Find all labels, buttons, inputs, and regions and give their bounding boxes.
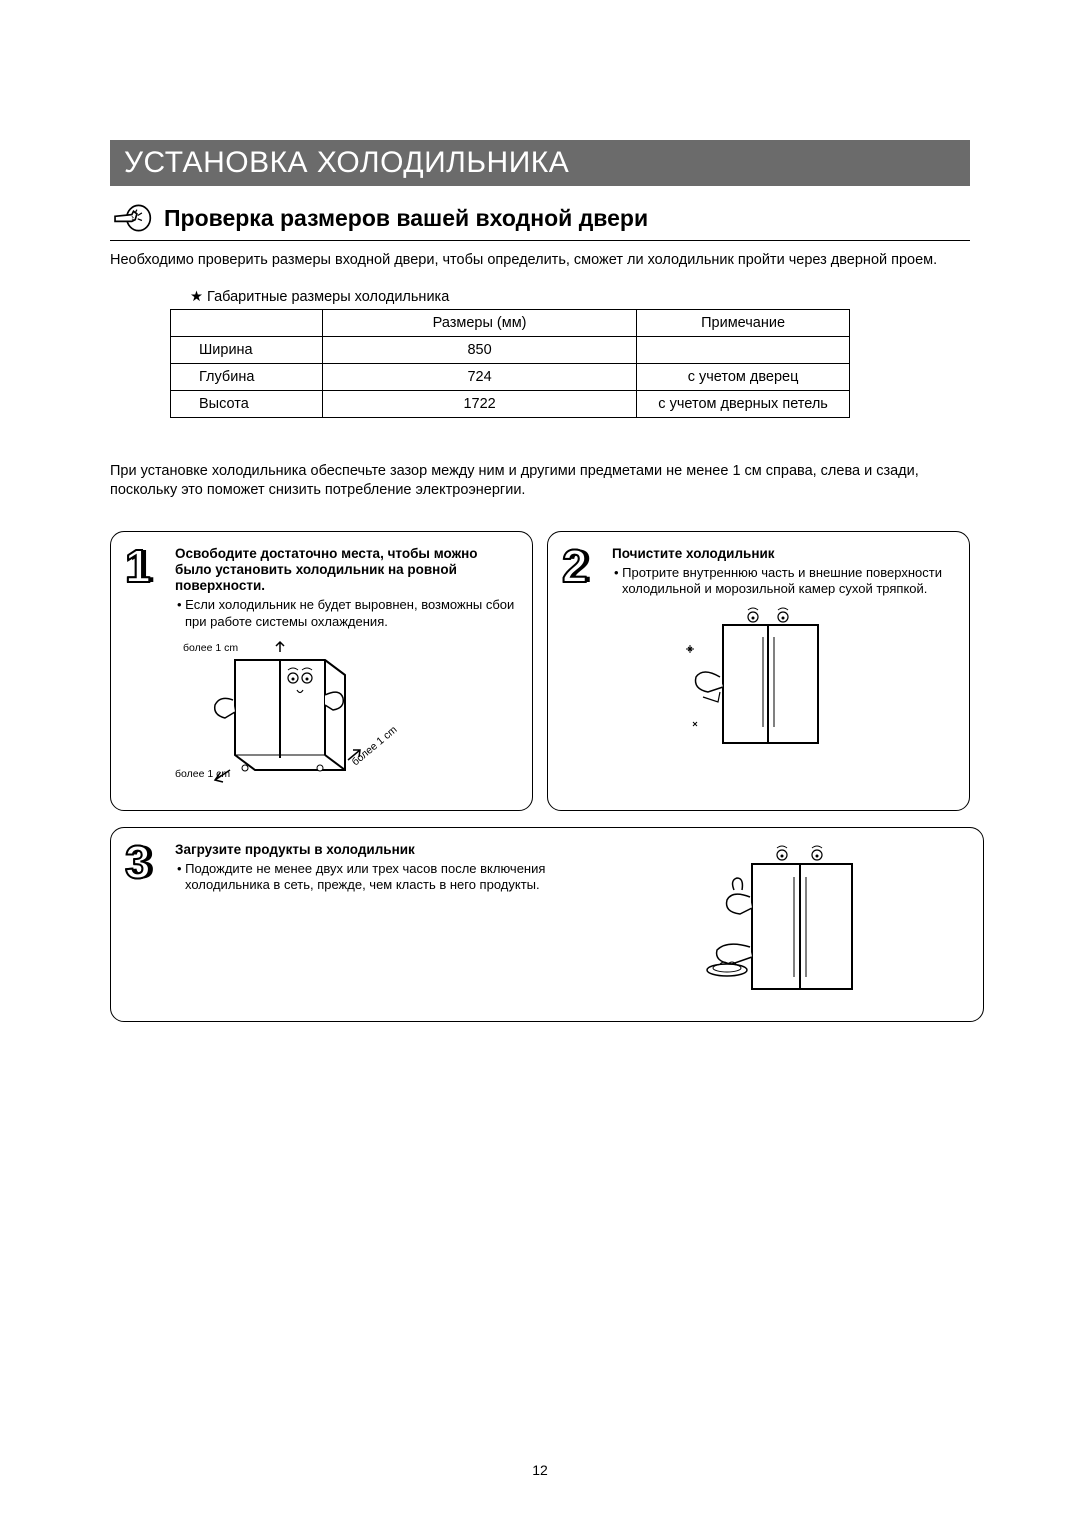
- table-header: [171, 309, 323, 336]
- table-cell: [637, 336, 850, 363]
- fridge-clearance-icon: [125, 640, 385, 790]
- page-number: 12: [0, 1462, 1080, 1478]
- fridge-loading-icon: [672, 842, 872, 1002]
- step-2-diagram: [562, 607, 953, 793]
- table-header-row: Размеры (мм) Примечание: [171, 309, 850, 336]
- table-cell: с учетом дверных петель: [637, 390, 850, 417]
- step-2-title: Почистите холодильник: [612, 546, 953, 562]
- step-1-box: 1 Освободите достаточно места, чтобы мож…: [110, 531, 533, 811]
- clearance-paragraph: При установке холодильника обеспечьте за…: [110, 462, 970, 501]
- step-2-text: Почистите холодильник • Протрите внутрен…: [612, 546, 953, 598]
- table-note: ★ Габаритные размеры холодильника: [190, 289, 970, 305]
- table-cell: Ширина: [171, 336, 323, 363]
- steps-row-1: 1 Освободите достаточно места, чтобы мож…: [110, 531, 970, 811]
- step-3-number: 3: [125, 842, 165, 1005]
- step-2-header: 2 Почистите холодильник • Протрите внутр…: [562, 546, 953, 598]
- step-1-text: Освободите достаточно места, чтобы можно…: [175, 546, 516, 630]
- subtitle: Проверка размеров вашей входной двери: [164, 205, 648, 232]
- step-1-diagram: более 1 cm более 1 cm более 1 cm: [125, 640, 516, 794]
- step-2-box: 2 Почистите холодильник • Протрите внутр…: [547, 531, 970, 811]
- table-cell: с учетом дверец: [637, 363, 850, 390]
- step-3-box: 3 Загрузите продукты в холодильник • Под…: [110, 827, 984, 1022]
- table-cell: 724: [323, 363, 637, 390]
- fridge-cleaning-icon: [668, 607, 848, 757]
- pointing-hand-icon: [110, 202, 152, 234]
- step-1-header: 1 Освободите достаточно места, чтобы мож…: [125, 546, 516, 630]
- table-header: Размеры (мм): [323, 309, 637, 336]
- clearance-label-top: более 1 cm: [183, 642, 238, 654]
- step-2-number: 2: [562, 546, 602, 598]
- step-3-title: Загрузите продукты в холодильник: [175, 842, 566, 858]
- step-1-title: Освободите достаточно места, чтобы можно…: [175, 546, 516, 595]
- clearance-label-bottom: более 1 cm: [175, 768, 230, 780]
- dimensions-table: Размеры (мм) Примечание Ширина 850 Глуби…: [170, 309, 850, 418]
- step-1-number: 1: [125, 546, 165, 630]
- step-3-text: Загрузите продукты в холодильник • Подож…: [175, 842, 566, 1005]
- table-cell: 850: [323, 336, 637, 363]
- table-cell: Глубина: [171, 363, 323, 390]
- section-title: УСТАНОВКА ХОЛОДИЛЬНИКА: [124, 146, 569, 179]
- section-title-bar: УСТАНОВКА ХОЛОДИЛЬНИКА: [110, 140, 970, 186]
- step-2-bullet: • Протрите внутреннюю часть и внешние по…: [612, 565, 953, 598]
- subtitle-row: Проверка размеров вашей входной двери: [110, 202, 970, 241]
- step-3-bullet: • Подождите не менее двух или трех часов…: [175, 861, 566, 894]
- step-3-diagram: [576, 842, 967, 1005]
- table-row: Глубина 724 с учетом дверец: [171, 363, 850, 390]
- table-cell: Высота: [171, 390, 323, 417]
- table-header: Примечание: [637, 309, 850, 336]
- table-row: Ширина 850: [171, 336, 850, 363]
- intro-paragraph: Необходимо проверить размеры входной две…: [110, 251, 970, 271]
- table-row: Высота 1722 с учетом дверных петель: [171, 390, 850, 417]
- table-cell: 1722: [323, 390, 637, 417]
- step-1-bullet: • Если холодильник не будет выровнен, во…: [175, 597, 516, 630]
